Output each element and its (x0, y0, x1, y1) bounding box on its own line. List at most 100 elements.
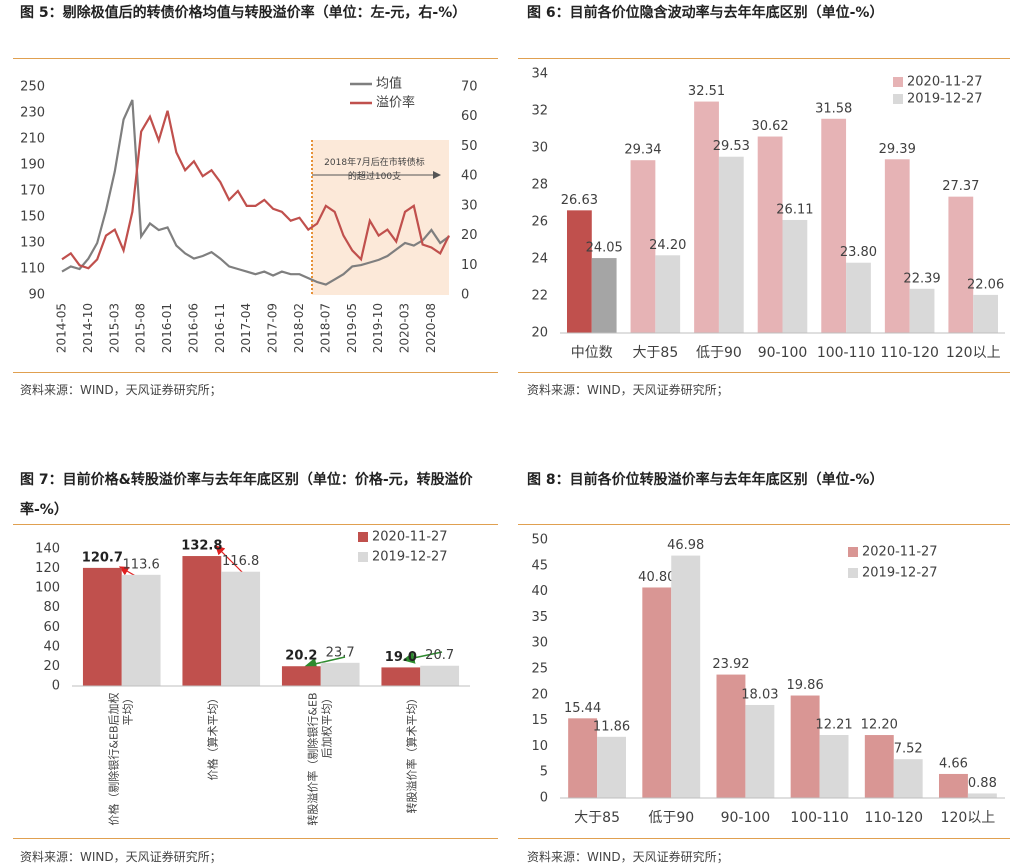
x-tick-label: 100-110 (817, 345, 876, 361)
y-tick-label: 230 (20, 106, 45, 121)
x-tick-label: 2014-05 (55, 303, 69, 353)
value-label: 20.7 (425, 648, 454, 663)
bar (381, 667, 421, 686)
bar (948, 196, 974, 333)
value-label: 113.6 (123, 557, 160, 572)
x-tick-label: 2019-05 (345, 303, 359, 353)
x-tick-label: 转股溢价率（剔除银行&EB后加权平均） (306, 692, 334, 826)
x-tick-label: 低于90 (696, 345, 742, 361)
rule (13, 838, 498, 839)
bar (884, 159, 910, 333)
value-label: 24.05 (586, 241, 623, 256)
legend-label: 2019-12-27 (862, 566, 938, 581)
annotation: 2018年7月后在市转债标的超过100支 (324, 158, 425, 182)
x-tick-label: 价格（剔除银行&EB后加权平均） (107, 692, 135, 826)
value-label: 19.0 (385, 650, 417, 665)
value-label: 27.37 (942, 179, 979, 194)
legend-label: 2019-12-27 (907, 92, 983, 107)
value-label: 0.88 (968, 776, 997, 791)
value-label: 120.7 (82, 550, 123, 565)
x-tick-label: 2014-10 (81, 303, 95, 353)
y-tick-label: 130 (20, 236, 45, 251)
value-label: 30.62 (751, 119, 788, 134)
legend-swatch (358, 532, 368, 542)
y-tick-label: 5 (540, 765, 548, 780)
value-label: 29.39 (879, 142, 916, 157)
y2-tick-label: 50 (461, 139, 478, 154)
y-tick-label: 150 (20, 210, 45, 225)
bar (320, 662, 360, 686)
y-tick-label: 0 (540, 791, 548, 806)
y-tick-label: 30 (531, 141, 548, 156)
bar (597, 736, 627, 798)
y-tick-label: 90 (28, 288, 45, 303)
bar (821, 118, 847, 334)
y2-tick-label: 70 (461, 80, 478, 95)
x-tick-label: 2018-07 (318, 303, 332, 353)
bar (82, 567, 122, 686)
y-tick-label: 210 (20, 132, 45, 147)
y-tick-label: 40 (531, 584, 548, 599)
title: 图 5：剔除极值后的转债价格均值与转股溢价率（单位：左-元，右-%） (20, 5, 467, 21)
bar (221, 571, 261, 686)
bar (790, 695, 820, 798)
x-tick-label: 低于90 (648, 810, 694, 826)
bar (716, 674, 746, 798)
x-tick-label: 90-100 (758, 345, 808, 361)
x-tick-label: 2019-10 (371, 303, 385, 353)
bar (718, 156, 744, 333)
x-tick-label: 120以上 (946, 345, 1001, 361)
value-label: 23.80 (840, 245, 877, 260)
rule (13, 372, 498, 373)
x-tick-label: 2016-11 (213, 303, 227, 353)
value-label: 11.86 (593, 719, 630, 734)
y-tick-label: 30 (531, 636, 548, 651)
arrow (304, 656, 346, 670)
value-label: 24.20 (649, 238, 686, 253)
y2-tick-label: 40 (461, 169, 478, 184)
bar (967, 793, 997, 798)
value-label: 4.66 (939, 756, 968, 771)
y-tick-label: 25 (531, 662, 548, 677)
x-tick-label: 2020-08 (424, 303, 438, 353)
x-tick-label: 2017-09 (266, 303, 280, 353)
value-label: 26.11 (776, 202, 813, 217)
y2-tick-label: 20 (461, 228, 478, 243)
y-tick-label: 110 (20, 262, 45, 277)
bar (281, 666, 321, 686)
bar (938, 773, 968, 798)
bar (819, 734, 849, 798)
y-tick-label: 0 (52, 679, 60, 694)
bar (973, 294, 999, 333)
y-tick-label: 24 (531, 252, 548, 267)
y-tick-label: 15 (531, 713, 548, 728)
y-tick-label: 26 (531, 215, 548, 230)
bar (782, 219, 808, 333)
x-tick-label: 2016-01 (160, 303, 174, 353)
y-tick-label: 190 (20, 158, 45, 173)
legend-swatch (848, 568, 858, 578)
y-tick-label: 100 (35, 581, 60, 596)
y-tick-label: 20 (531, 326, 548, 341)
bar (420, 665, 460, 686)
legend-swatch (848, 547, 858, 557)
y2-tick-label: 0 (461, 288, 469, 303)
rule (518, 838, 1010, 839)
rule (13, 524, 498, 525)
x-tick-label: 2018-02 (292, 303, 306, 353)
bar (630, 160, 656, 333)
y-tick-label: 22 (531, 289, 548, 304)
y-tick-label: 250 (20, 80, 45, 95)
y2-tick-label: 60 (461, 109, 478, 124)
y-tick-label: 34 (531, 67, 548, 82)
source: 资料来源：WIND，天风证券研究所； (527, 850, 729, 864)
bar (566, 210, 592, 333)
y2-tick-label: 30 (461, 198, 478, 213)
x-tick-label: 2015-03 (107, 303, 121, 353)
bar (642, 587, 672, 798)
x-tick-label: 2020-03 (398, 303, 412, 353)
x-tick-label: 100-110 (790, 810, 849, 826)
y-tick-label: 60 (43, 620, 60, 635)
y-tick-label: 170 (20, 184, 45, 199)
